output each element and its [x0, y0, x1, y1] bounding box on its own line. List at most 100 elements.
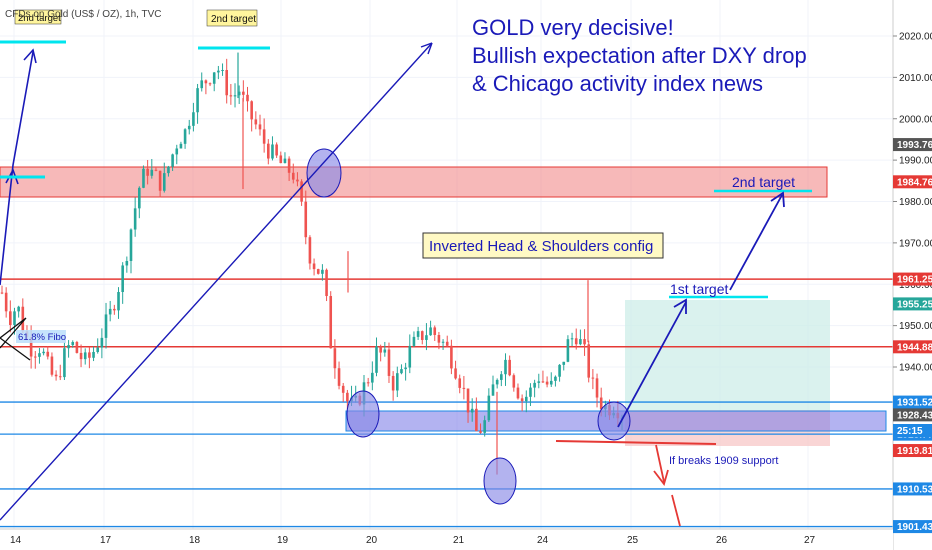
candle-body: [537, 381, 541, 383]
candle-body: [408, 345, 412, 368]
candle-body: [512, 375, 516, 388]
candle-body: [183, 129, 187, 144]
fibo-label-box: [16, 330, 66, 343]
candle-body: [450, 345, 453, 369]
candle-body: [566, 339, 570, 362]
price-tick-label-5: 1970.00: [899, 238, 932, 249]
candle-body: [587, 344, 591, 378]
candle-body: [275, 144, 278, 156]
candle-body: [287, 158, 291, 173]
time-tick-label-1: 17: [100, 535, 112, 546]
target-label-top-mid-box: [206, 9, 258, 27]
candle-body: [400, 369, 403, 374]
candle-body: [437, 334, 441, 343]
candle-body: [296, 179, 299, 182]
pattern-label: Inverted Head & Shoulders config: [429, 238, 653, 255]
price-tick-label-0: 2020.00: [899, 32, 932, 43]
countdown-tag: 25:15: [897, 426, 923, 437]
candle-body: [396, 373, 399, 391]
candle-body: [412, 336, 416, 346]
candle-body: [246, 94, 249, 102]
candle-body: [96, 347, 100, 352]
candle-body: [58, 376, 62, 378]
price-tag-10: 1910.53: [897, 484, 932, 495]
candle-body: [221, 70, 224, 72]
candle-body: [325, 269, 328, 297]
candle-body: [454, 368, 457, 379]
time-axis[interactable]: 14 17 18 19 20 21 24 25 26 27: [10, 535, 816, 546]
candle-body: [583, 339, 586, 345]
time-axis-bg: [0, 529, 893, 550]
candle-body: [504, 359, 507, 375]
candle-body: [204, 80, 208, 84]
candle-body: [83, 352, 87, 360]
time-tick-label-6: 24: [537, 535, 549, 546]
candle-body: [104, 314, 108, 338]
candle-body: [258, 124, 262, 130]
candle-body: [46, 351, 50, 357]
candle-body: [129, 229, 133, 261]
candle-body: [533, 382, 536, 388]
candle-body: [250, 101, 253, 120]
candle-body: [233, 95, 237, 97]
price-tag-9: 1919.81: [897, 446, 932, 457]
price-tick-label-7: 1950.00: [899, 321, 932, 332]
projection-arrow-2-head: [770, 191, 785, 208]
projection-arrow-1: [617, 301, 687, 428]
candle-body: [554, 376, 557, 381]
candle-body: [479, 431, 482, 433]
candle-body: [208, 83, 212, 85]
headline-line-1: GOLD very decisive!: [472, 15, 674, 40]
candle-body: [21, 306, 25, 332]
fibo-lines: [0, 317, 31, 361]
price-tag-4: 1944.88: [897, 342, 932, 353]
candle-body: [591, 377, 595, 379]
candles: [0, 52, 624, 475]
right-shoulder-ellipse: [597, 401, 631, 441]
candle-body: [491, 384, 495, 396]
trend-line: [0, 42, 433, 521]
time-tick-label-9: 27: [804, 535, 816, 546]
candle-body: [516, 387, 520, 399]
pattern-label-box: [422, 232, 664, 259]
candle-body: [545, 381, 549, 385]
candle-body: [371, 372, 374, 383]
breakdown-note: If breaks 1909 support: [669, 455, 778, 467]
candle-body: [466, 388, 470, 413]
candle-body: [54, 374, 58, 377]
candle-body: [242, 91, 245, 95]
candle-body: [88, 352, 91, 358]
candle-body: [524, 396, 528, 402]
candle-body: [429, 327, 432, 336]
countdown-tag-box: [893, 424, 932, 437]
candle-body: [146, 168, 149, 176]
price-axis[interactable]: 2020.00 2010.00 2000.00 1990.00 1980.00 1970.…: [893, 32, 932, 374]
left-up-arrow: [0, 51, 34, 286]
candle-body: [441, 341, 445, 343]
price-tag-box-3: [893, 297, 932, 311]
candle-body: [495, 379, 499, 385]
candle-body: [108, 308, 112, 315]
candle-body: [4, 292, 8, 312]
candle-body: [271, 144, 274, 159]
candle-body: [333, 348, 337, 369]
candle-body: [329, 296, 333, 349]
price-tag-2: 1961.25: [897, 275, 932, 286]
candle-body: [500, 374, 503, 380]
candle-body: [63, 348, 66, 378]
candle-body: [541, 381, 545, 383]
price-tag-5: 1931.52: [897, 398, 932, 409]
candle-body: [574, 338, 578, 345]
candle-body: [520, 398, 524, 402]
candle-body: [171, 154, 174, 167]
candle-body: [179, 143, 183, 149]
candle-body: [470, 408, 474, 413]
candle-body: [167, 166, 170, 174]
candle-body: [150, 169, 154, 176]
price-tag-1: 1984.76: [897, 177, 932, 188]
projection-arrow-1-head: [673, 298, 687, 314]
candle-body: [225, 70, 228, 96]
candle-body: [283, 158, 287, 164]
price-tag-box-7: [893, 408, 932, 422]
